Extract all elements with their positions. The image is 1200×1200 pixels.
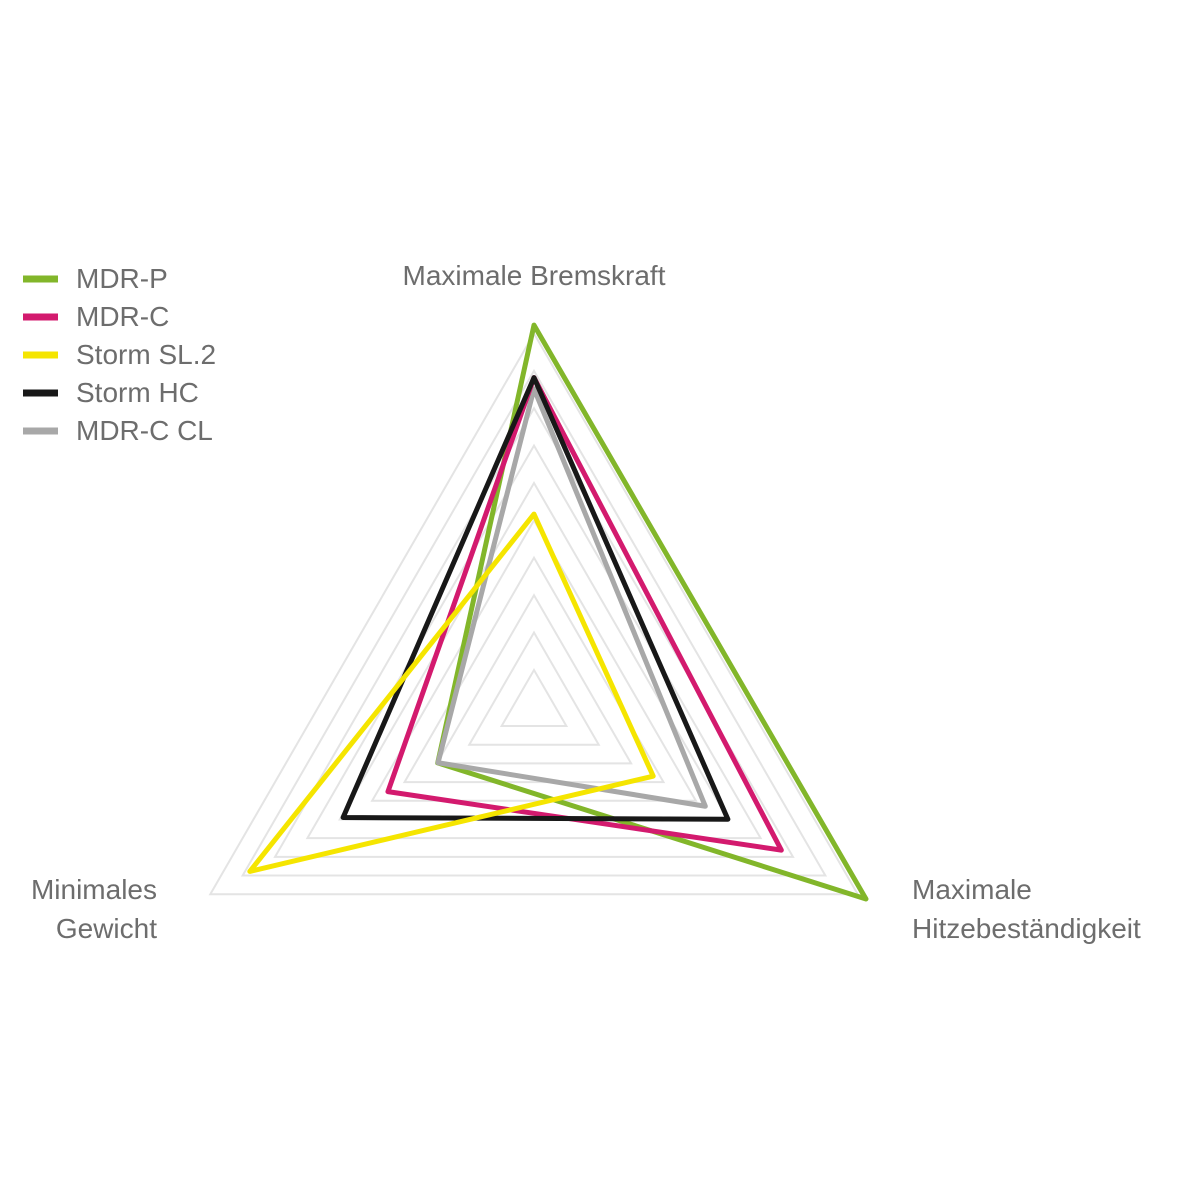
svg-text:Storm HC: Storm HC [76, 377, 199, 408]
svg-text:Storm SL.2: Storm SL.2 [76, 339, 216, 370]
svg-text:MDR-P: MDR-P [76, 263, 168, 294]
svg-text:Hitzebeständigkeit: Hitzebeständigkeit [912, 913, 1141, 944]
svg-text:Maximale: Maximale [912, 874, 1032, 905]
svg-text:MDR-C CL: MDR-C CL [76, 415, 213, 446]
svg-text:Maximale Bremskraft: Maximale Bremskraft [403, 260, 666, 291]
svg-text:Gewicht: Gewicht [56, 913, 157, 944]
svg-text:Minimales: Minimales [31, 874, 157, 905]
svg-text:MDR-C: MDR-C [76, 301, 169, 332]
